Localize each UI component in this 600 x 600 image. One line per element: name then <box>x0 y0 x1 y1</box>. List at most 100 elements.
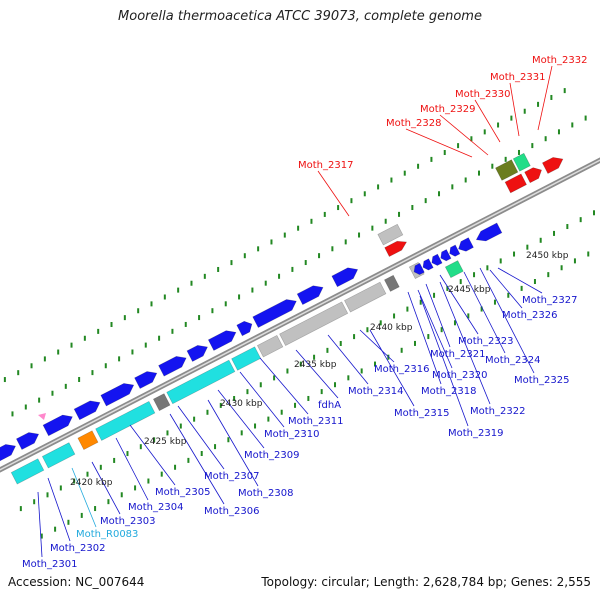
tick-mark <box>94 506 97 512</box>
misc-feature[interactable] <box>444 260 464 279</box>
tick-mark <box>557 129 560 135</box>
forward-gene[interactable] <box>296 282 326 306</box>
moth-2317-arrow[interactable] <box>384 238 409 257</box>
forward-gene[interactable] <box>134 368 160 389</box>
tick-mark <box>550 94 553 100</box>
gene-label-moth-2330[interactable]: Moth_2330 <box>455 89 510 100</box>
reverse-gene[interactable] <box>456 237 474 254</box>
tick-mark <box>171 328 174 334</box>
reverse-gene[interactable] <box>412 262 425 276</box>
gene-label-moth-2307[interactable]: Moth_2307 <box>204 471 259 482</box>
gene-label-moth-2315[interactable]: Moth_2315 <box>394 408 449 419</box>
gene-label-moth-2321[interactable]: Moth_2321 <box>430 349 485 360</box>
forward-gene[interactable] <box>236 319 255 337</box>
tick-mark <box>73 478 76 484</box>
gene-labels[interactable]: Moth_2332 Moth_2331 Moth_2330 Moth_2329 Moth… <box>22 55 587 570</box>
gene-label-moth-2302[interactable]: Moth_2302 <box>50 543 105 554</box>
gene-label-moth-2308[interactable]: Moth_2308 <box>238 488 293 499</box>
forward-gene[interactable] <box>186 342 210 362</box>
gene-label-moth-2329[interactable]: Moth_2329 <box>420 104 475 115</box>
leader-line <box>497 267 543 294</box>
forward-gene[interactable] <box>0 441 18 464</box>
reverse-gene[interactable] <box>474 222 503 245</box>
gene-label-moth-2328[interactable]: Moth_2328 <box>386 118 441 129</box>
leader-line <box>369 329 415 407</box>
tick-mark <box>513 251 516 257</box>
tick-mark <box>51 390 54 396</box>
gene-label-moth-2326[interactable]: Moth_2326 <box>502 310 557 321</box>
gene-label-moth-2301[interactable]: Moth_2301 <box>22 559 77 570</box>
tick-mark <box>544 136 547 142</box>
forward-gene[interactable] <box>207 327 238 351</box>
tick-mark <box>193 416 196 422</box>
reverse-gene[interactable] <box>430 253 443 267</box>
tick-mark <box>470 136 473 142</box>
tick-mark <box>243 253 246 259</box>
gene-label-fdha[interactable]: fdhA <box>318 400 341 411</box>
gene-label-moth-2311[interactable]: Moth_2311 <box>288 416 343 427</box>
reverse-gene[interactable] <box>344 281 387 313</box>
forward-gene[interactable] <box>252 296 299 328</box>
reverse-gene[interactable] <box>166 359 236 405</box>
reverse-gene[interactable] <box>279 301 349 346</box>
gene-label-moth-2310[interactable]: Moth_2310 <box>264 429 319 440</box>
forward-gene[interactable] <box>331 264 361 288</box>
forward-gene[interactable] <box>73 397 103 421</box>
reverse-gene[interactable] <box>41 442 76 469</box>
gene-label-moth-2314[interactable]: Moth_2314 <box>348 386 403 397</box>
tick-mark <box>339 340 342 346</box>
gene-features[interactable] <box>0 152 566 485</box>
gene-label-moth-2303[interactable]: Moth_2303 <box>100 516 155 527</box>
gene-label-moth-2322[interactable]: Moth_2322 <box>470 406 525 417</box>
leader-line <box>239 371 285 428</box>
gene-label-moth-2320[interactable]: Moth_2320 <box>432 370 487 381</box>
reverse-gene[interactable] <box>10 458 45 485</box>
tick-mark <box>517 149 520 155</box>
moth-2331-feature[interactable] <box>524 165 545 184</box>
forward-gene[interactable] <box>100 380 137 407</box>
moth-2330-feature[interactable] <box>504 173 527 194</box>
gene-label-moth-2306[interactable]: Moth_2306 <box>204 506 259 517</box>
gene-label-moth-2304[interactable]: Moth_2304 <box>128 502 183 513</box>
gene-label-moth-2323[interactable]: Moth_2323 <box>458 336 513 347</box>
moth-2328-feature[interactable] <box>495 159 519 181</box>
tick-mark <box>344 239 347 245</box>
reverse-gene[interactable] <box>421 258 434 272</box>
moth-2317-feature[interactable] <box>377 223 404 246</box>
forward-gene[interactable] <box>15 429 41 450</box>
tick-mark <box>203 273 206 279</box>
gene-label-moth-2332[interactable]: Moth_2332 <box>532 55 587 66</box>
tick-mark <box>113 457 116 463</box>
reverse-gene[interactable] <box>447 244 461 258</box>
tick-mark <box>433 292 436 298</box>
reverse-gene[interactable] <box>256 334 284 358</box>
gene-label-moth-2319[interactable]: Moth_2319 <box>448 428 503 439</box>
tick-mark <box>331 246 334 252</box>
tick-mark <box>297 225 300 231</box>
tick-mark <box>313 354 316 360</box>
gene-label-moth-2327[interactable]: Moth_2327 <box>522 295 577 306</box>
tick-mark <box>459 279 462 285</box>
gene-label-moth-2317[interactable]: Moth_2317 <box>298 160 353 171</box>
forward-gene[interactable] <box>42 411 75 437</box>
gene-label-moth-2324[interactable]: Moth_2324 <box>485 355 540 366</box>
reverse-gene[interactable] <box>152 393 171 412</box>
tick-mark <box>406 306 409 312</box>
reverse-gene[interactable] <box>95 400 156 441</box>
moth-2329-feature[interactable] <box>512 152 531 172</box>
reverse-gene[interactable] <box>384 274 400 292</box>
reverse-gene[interactable] <box>438 249 452 263</box>
moth-2332-feature[interactable] <box>541 154 565 174</box>
gene-label-moth-2305[interactable]: Moth_2305 <box>155 487 210 498</box>
gene-label-moth-r0083[interactable]: Moth_R0083 <box>76 529 138 540</box>
gene-label-moth-2325[interactable]: Moth_2325 <box>514 375 569 386</box>
reverse-gene[interactable] <box>77 430 99 451</box>
gene-label-moth-2318[interactable]: Moth_2318 <box>421 386 476 397</box>
gene-label-moth-2331[interactable]: Moth_2331 <box>490 72 545 83</box>
gene-label-moth-2316[interactable]: Moth_2316 <box>374 364 429 375</box>
tick-mark <box>270 239 273 245</box>
tick-mark <box>507 292 510 298</box>
forward-gene[interactable] <box>158 353 189 377</box>
gene-label-moth-2309[interactable]: Moth_2309 <box>244 450 299 461</box>
